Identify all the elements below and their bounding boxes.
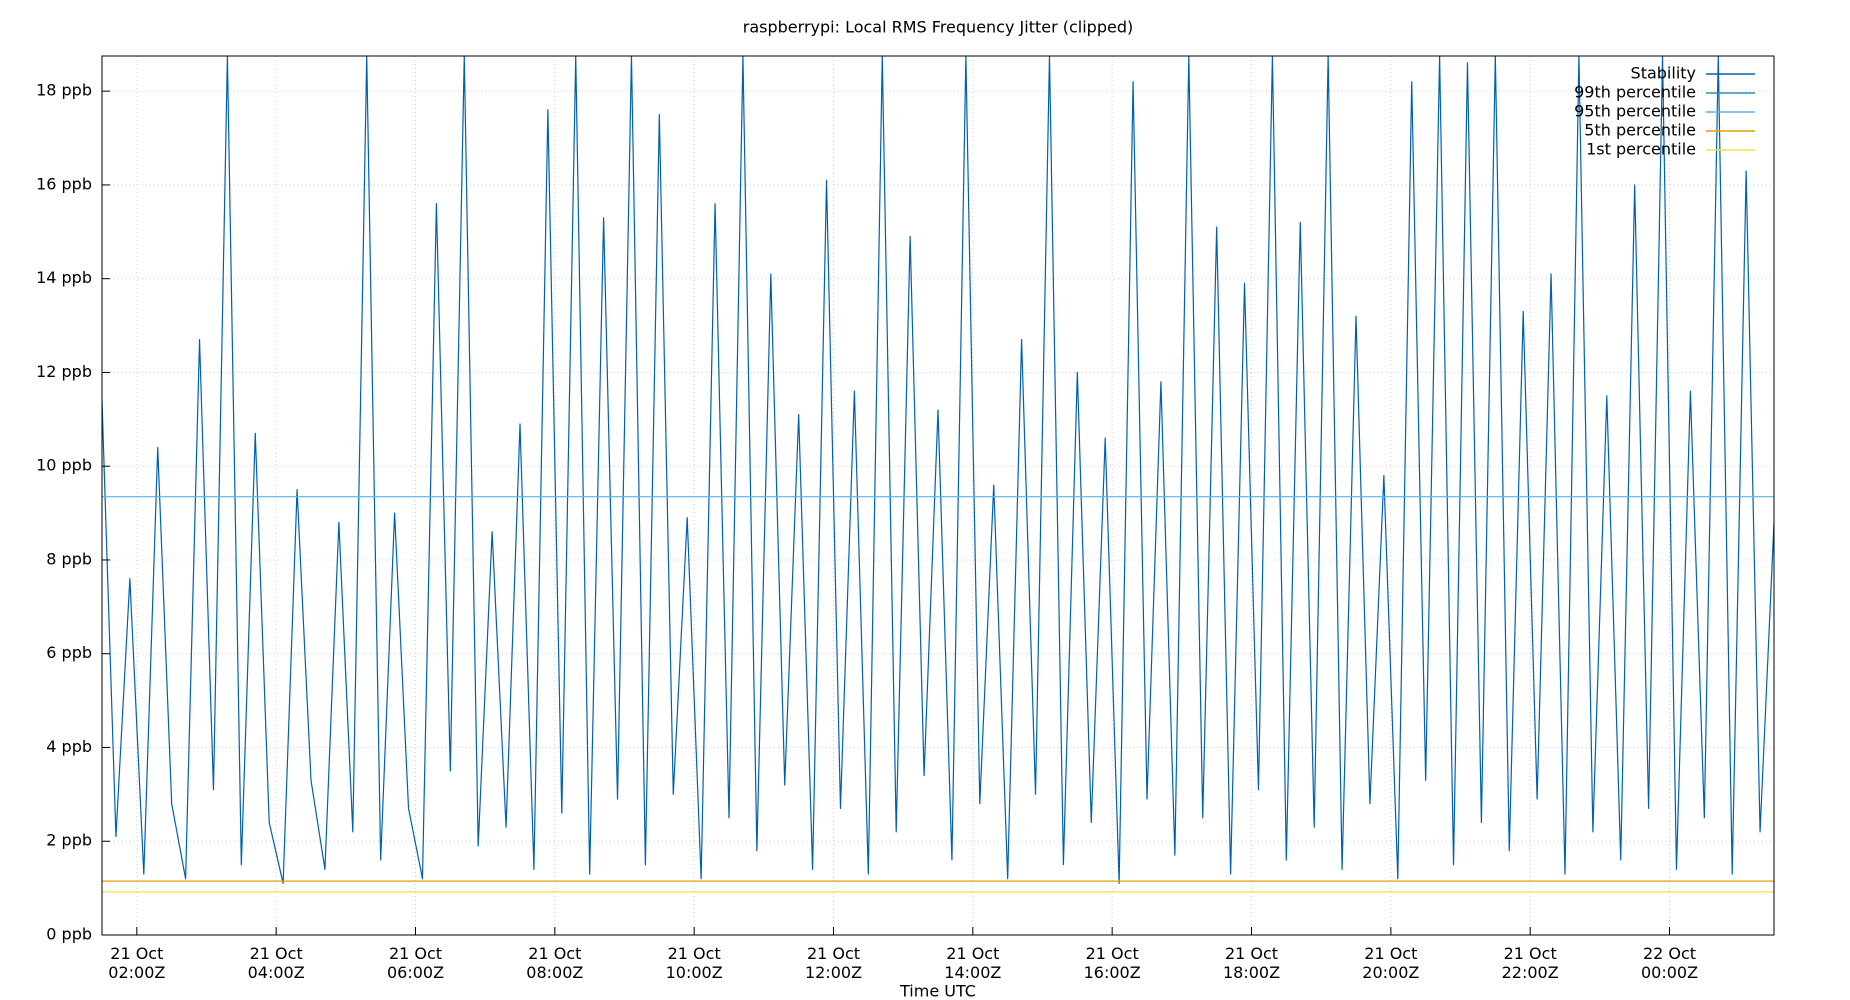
x-tick-label: 21 Oct 04:00Z bbox=[248, 944, 305, 982]
x-tick-label: 21 Oct 22:00Z bbox=[1502, 944, 1559, 982]
x-tick-label: 21 Oct 10:00Z bbox=[666, 944, 723, 982]
plot-border bbox=[101, 55, 1775, 936]
y-tick-label: 14 ppb bbox=[36, 268, 92, 287]
y-tick-label: 16 ppb bbox=[36, 174, 92, 193]
legend-label: 1st percentile bbox=[1586, 140, 1696, 159]
x-tick-label: 21 Oct 02:00Z bbox=[108, 944, 165, 982]
y-tick-label: 18 ppb bbox=[36, 81, 92, 100]
y-tick-label: 8 ppb bbox=[46, 549, 92, 568]
series-line bbox=[102, 56, 1774, 885]
y-tick-label: 10 ppb bbox=[36, 456, 92, 475]
plot-area bbox=[102, 56, 1774, 893]
x-tick-label: 21 Oct 08:00Z bbox=[526, 944, 583, 982]
y-tick-label: 0 ppb bbox=[46, 925, 92, 944]
x-tick-label: 21 Oct 12:00Z bbox=[805, 944, 862, 982]
y-tick-label: 6 ppb bbox=[46, 643, 92, 662]
y-tick-label: 12 ppb bbox=[36, 362, 92, 381]
x-tick-label: 21 Oct 18:00Z bbox=[1223, 944, 1280, 982]
x-tick-label: 21 Oct 06:00Z bbox=[387, 944, 444, 982]
legend-label: 5th percentile bbox=[1584, 121, 1696, 140]
chart-title: raspberrypi: Local RMS Frequency Jitter … bbox=[743, 18, 1133, 37]
y-tick-label: 4 ppb bbox=[46, 737, 92, 756]
axes: 0 ppb 2 ppb 4 ppb 6 ppb 8 ppb 10 ppb 12 ppb 14 … bbox=[36, 81, 1698, 982]
legend-label: 99th percentile bbox=[1574, 83, 1696, 102]
legend-label: 95th percentile bbox=[1574, 102, 1696, 121]
x-axis-label: Time UTC bbox=[899, 982, 976, 1000]
legend-label: Stability bbox=[1631, 64, 1696, 83]
x-tick-label: 21 Oct 16:00Z bbox=[1084, 944, 1141, 982]
grid bbox=[102, 56, 1774, 936]
x-tick-label: 21 Oct 14:00Z bbox=[944, 944, 1001, 982]
y-tick-label: 2 ppb bbox=[46, 831, 92, 850]
x-tick-label: 22 Oct 00:00Z bbox=[1641, 944, 1698, 982]
x-tick-label: 21 Oct 20:00Z bbox=[1362, 944, 1419, 982]
